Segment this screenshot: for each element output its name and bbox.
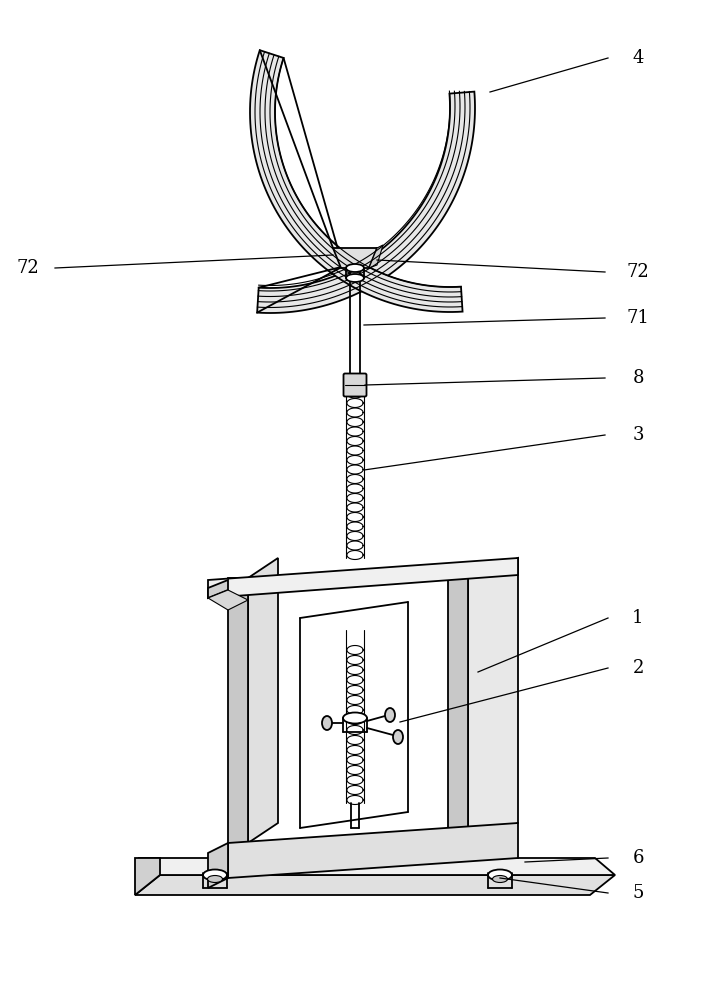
Ellipse shape [385, 708, 395, 722]
Polygon shape [138, 858, 615, 875]
Polygon shape [208, 558, 518, 598]
Ellipse shape [346, 274, 364, 282]
Polygon shape [208, 580, 228, 598]
Polygon shape [135, 858, 160, 895]
Polygon shape [228, 823, 518, 878]
Text: 71: 71 [626, 309, 649, 327]
Ellipse shape [322, 716, 332, 730]
Text: 6: 6 [632, 849, 644, 867]
Text: 3: 3 [632, 426, 644, 444]
Polygon shape [208, 843, 228, 888]
Polygon shape [135, 875, 615, 895]
Text: 72: 72 [626, 263, 649, 281]
Ellipse shape [203, 869, 227, 880]
Polygon shape [228, 578, 248, 843]
Polygon shape [257, 92, 475, 313]
Text: 8: 8 [632, 369, 644, 387]
Polygon shape [448, 578, 468, 843]
Polygon shape [468, 558, 518, 843]
Ellipse shape [488, 869, 512, 880]
Text: 72: 72 [17, 259, 40, 277]
Ellipse shape [492, 876, 508, 882]
Polygon shape [208, 590, 248, 610]
Polygon shape [369, 245, 383, 268]
Text: 2: 2 [632, 659, 644, 677]
Text: 1: 1 [632, 609, 644, 627]
Ellipse shape [393, 730, 403, 744]
Polygon shape [248, 558, 278, 843]
Polygon shape [250, 50, 462, 312]
Polygon shape [333, 248, 377, 268]
Text: 4: 4 [632, 49, 644, 67]
Ellipse shape [207, 876, 222, 882]
FancyBboxPatch shape [343, 373, 366, 396]
Ellipse shape [343, 712, 367, 724]
Text: 5: 5 [632, 884, 644, 902]
Ellipse shape [346, 264, 364, 272]
